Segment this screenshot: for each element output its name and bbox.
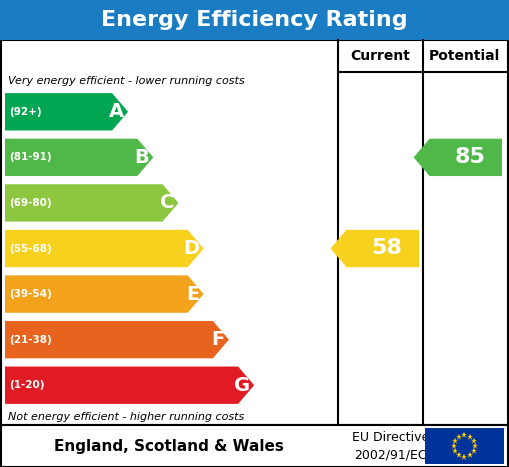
Polygon shape xyxy=(5,184,179,222)
Text: 58: 58 xyxy=(371,239,402,259)
Text: EU Directive
2002/91/EC: EU Directive 2002/91/EC xyxy=(352,431,429,461)
Polygon shape xyxy=(5,230,204,267)
Text: Energy Efficiency Rating: Energy Efficiency Rating xyxy=(101,10,408,30)
Text: F: F xyxy=(212,330,225,349)
Polygon shape xyxy=(5,93,128,130)
Text: D: D xyxy=(184,239,200,258)
Text: C: C xyxy=(160,193,175,212)
Text: (21-38): (21-38) xyxy=(9,335,52,345)
Text: A: A xyxy=(109,102,124,121)
Text: 85: 85 xyxy=(455,148,485,167)
Polygon shape xyxy=(5,139,153,176)
Text: (81-91): (81-91) xyxy=(9,152,51,163)
Text: (55-68): (55-68) xyxy=(9,243,52,254)
Polygon shape xyxy=(414,139,502,176)
Text: G: G xyxy=(234,376,250,395)
Text: (39-54): (39-54) xyxy=(9,289,52,299)
Polygon shape xyxy=(5,321,229,358)
Text: (92+): (92+) xyxy=(9,107,42,117)
Polygon shape xyxy=(5,367,254,404)
Bar xyxy=(425,428,504,464)
Text: Current: Current xyxy=(351,49,410,63)
Text: Potential: Potential xyxy=(429,49,500,63)
Text: B: B xyxy=(134,148,149,167)
Text: E: E xyxy=(186,284,200,304)
Bar xyxy=(1,40,508,425)
Text: (1-20): (1-20) xyxy=(9,380,44,390)
Text: (69-80): (69-80) xyxy=(9,198,51,208)
Bar xyxy=(1,425,508,467)
Polygon shape xyxy=(5,276,204,313)
Polygon shape xyxy=(330,230,419,267)
Text: England, Scotland & Wales: England, Scotland & Wales xyxy=(54,439,284,453)
Text: Not energy efficient - higher running costs: Not energy efficient - higher running co… xyxy=(8,411,244,422)
Text: Very energy efficient - lower running costs: Very energy efficient - lower running co… xyxy=(8,76,245,85)
Bar xyxy=(0,0,509,40)
